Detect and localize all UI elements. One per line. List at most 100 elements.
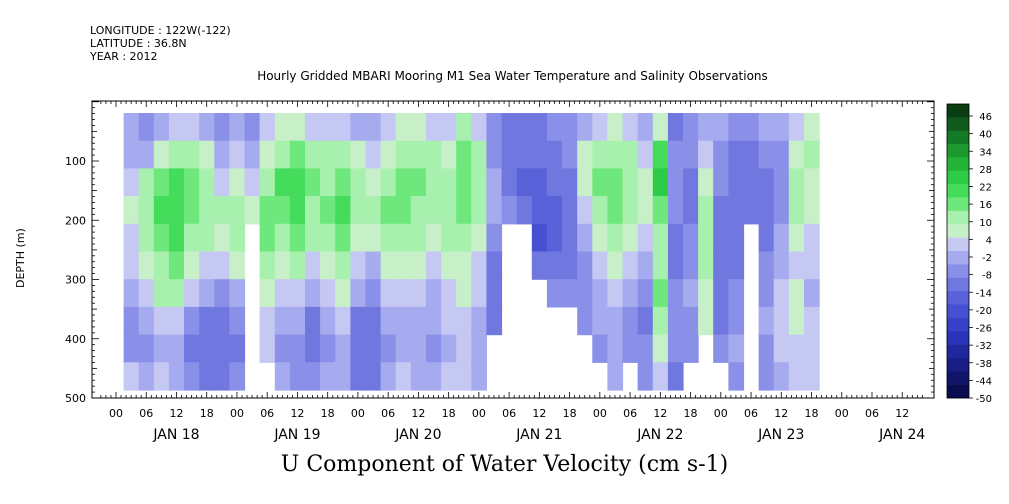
heatmap-cell <box>259 306 276 336</box>
heatmap-cell <box>259 223 276 253</box>
colorbar-label: 28 <box>979 165 992 176</box>
heatmap-cell <box>229 196 246 225</box>
heatmap-cell <box>380 113 397 142</box>
heatmap-cell <box>471 196 487 225</box>
heatmap-cell <box>335 140 351 169</box>
heatmap-cell <box>456 362 472 391</box>
heatmap-cell <box>214 140 230 169</box>
heatmap-cell <box>683 168 699 197</box>
heatmap-cell <box>289 223 306 253</box>
heatmap-cell <box>758 113 775 142</box>
heatmap-cell <box>184 306 200 336</box>
x-day-label: JAN 22 <box>636 427 683 443</box>
heatmap-cell <box>713 306 729 336</box>
heatmap-cell <box>607 251 624 280</box>
heatmap-cell <box>395 306 412 336</box>
heatmap-cell <box>773 362 790 391</box>
heatmap-cell <box>305 279 321 308</box>
heatmap-cell <box>607 223 624 253</box>
heatmap-cell <box>168 279 185 308</box>
heatmap-cell <box>788 113 805 142</box>
heatmap-cell <box>441 306 457 336</box>
heatmap-cell <box>667 362 684 391</box>
heatmap-cell <box>441 196 457 225</box>
heatmap-cell <box>592 168 608 197</box>
heatmap-cell <box>637 251 654 280</box>
heatmap-cell <box>486 113 503 142</box>
heatmap-cell <box>622 306 639 336</box>
heatmap-cell <box>153 251 170 280</box>
heatmap-cell <box>562 279 578 308</box>
colorbar-swatch <box>947 170 969 185</box>
heatmap-cell <box>244 168 261 197</box>
heatmap-cell <box>804 251 820 280</box>
x-day-label: JAN 21 <box>515 427 562 443</box>
heatmap-cell <box>788 334 805 363</box>
heatmap-cell <box>168 334 185 363</box>
heatmap-cell <box>531 251 548 280</box>
heatmap-cell <box>184 140 200 169</box>
heatmap-cell <box>788 223 805 253</box>
heatmap-cell <box>728 223 745 253</box>
heatmap-cell <box>168 251 185 280</box>
heatmap-cell <box>456 168 472 197</box>
heatmap-cell <box>471 140 487 169</box>
heatmap-cell <box>199 223 215 253</box>
heatmap-cell <box>713 168 729 197</box>
x-tick-label: 00 <box>109 407 123 420</box>
heatmap-cell <box>441 279 457 308</box>
heatmap-cell <box>426 306 442 336</box>
heatmap-cell <box>123 251 140 280</box>
heatmap-cell <box>546 196 563 225</box>
heatmap-cell <box>592 279 608 308</box>
heatmap-cell <box>788 140 805 169</box>
heatmap-cell <box>758 251 775 280</box>
heatmap-cell <box>773 334 790 363</box>
heatmap-cell <box>335 334 351 363</box>
heatmap-cell <box>667 113 684 142</box>
heatmap-cell <box>683 306 699 336</box>
heatmap-cell <box>138 306 155 336</box>
x-tick-label: 06 <box>381 407 395 420</box>
heatmap-cell <box>426 362 442 391</box>
x-tick-label: 00 <box>230 407 244 420</box>
heatmap-cell <box>667 223 684 253</box>
x-tick-label: 18 <box>563 407 577 420</box>
heatmap-cell <box>426 140 442 169</box>
colorbar-swatch <box>947 237 969 252</box>
heatmap-cell <box>773 140 790 169</box>
heatmap-cell <box>123 113 140 142</box>
heatmap-cell <box>289 306 306 336</box>
heatmap-cell <box>637 113 654 142</box>
x-tick-label: 00 <box>714 407 728 420</box>
heatmap-cell <box>138 140 155 169</box>
heatmap-cell <box>426 279 442 308</box>
heatmap-cell <box>743 168 760 197</box>
heatmap-cell <box>199 168 215 197</box>
colorbar-swatch <box>947 384 969 399</box>
colorbar-swatch <box>947 357 969 372</box>
heatmap-cell <box>562 140 578 169</box>
heatmap-cell <box>214 279 230 308</box>
heatmap-cell <box>274 168 291 197</box>
colorbar-swatch <box>947 317 969 332</box>
heatmap-cell <box>637 168 654 197</box>
heatmap-cell <box>577 251 593 280</box>
heatmap-cell <box>592 223 608 253</box>
heatmap-cell <box>758 279 775 308</box>
x-tick-label: 06 <box>502 407 516 420</box>
heatmap-cell <box>153 279 170 308</box>
heatmap-cell <box>426 223 442 253</box>
heatmap-cell <box>562 168 578 197</box>
heatmap-cell <box>365 251 382 280</box>
heatmap-cell <box>804 223 820 253</box>
heatmap-cell <box>289 140 306 169</box>
heatmap-cell <box>168 113 185 142</box>
heatmap-cell <box>168 196 185 225</box>
colorbar-swatch <box>947 331 969 345</box>
x-tick-label: 06 <box>139 407 153 420</box>
heatmap-cell <box>804 113 820 142</box>
heatmap-cell <box>773 251 790 280</box>
heatmap-cell <box>637 196 654 225</box>
heatmap-cell <box>471 223 487 253</box>
